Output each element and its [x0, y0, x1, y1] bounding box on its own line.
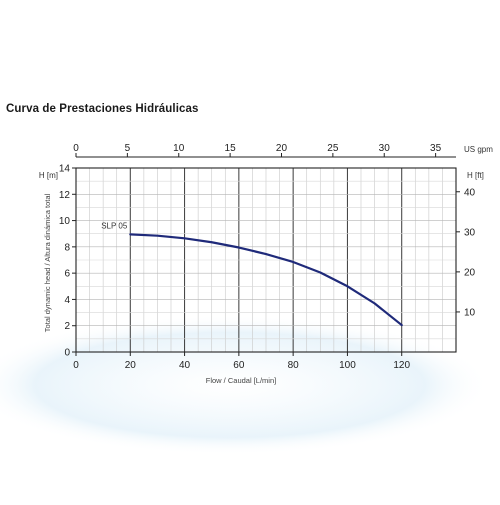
- series-label-slp-05: SLP 05: [101, 221, 128, 230]
- x2-tick-label: 30: [379, 143, 391, 154]
- x-axis-label: Flow / Caudal [L/min]: [206, 376, 276, 385]
- y-right-unit-label: H [ft]: [467, 171, 484, 180]
- y-tick-label: 12: [59, 190, 71, 201]
- x-tick-label: 100: [339, 360, 356, 371]
- x-tick-label: 80: [288, 360, 300, 371]
- series-line-slp-05: [129, 233, 403, 327]
- x2-tick-label: 20: [276, 143, 288, 154]
- x2-tick-label: 15: [225, 143, 237, 154]
- y-tick-label: 2: [64, 321, 70, 332]
- x2-tick-label: 0: [73, 143, 79, 154]
- background-swirl: [0, 315, 490, 455]
- x-tick-label: 60: [233, 360, 245, 371]
- page-title: Curva de Prestaciones Hidráulicas: [6, 103, 199, 115]
- plot-border: [75, 167, 457, 353]
- series-layer: SLP 05: [101, 221, 403, 327]
- x-tick-label: 0: [73, 360, 79, 371]
- x2-unit-label: US gpm: [464, 145, 493, 154]
- y-tick-label: 0: [64, 348, 70, 359]
- y-left-unit-label: H [m]: [39, 171, 58, 180]
- plot-frame: [75, 156, 457, 353]
- y-tick-label: 14: [59, 164, 71, 175]
- y2-tick-label: 40: [464, 187, 476, 198]
- y-tick-label: 6: [64, 269, 70, 280]
- x-tick-label: 20: [125, 360, 137, 371]
- y-tick-label: 8: [64, 242, 70, 253]
- x2-tick-label: 5: [125, 143, 131, 154]
- y-tick-label: 10: [59, 216, 71, 227]
- x2-tick-label: 25: [327, 143, 339, 154]
- y-axis-label: Total dynamic head / Altura dinámica tot…: [43, 193, 52, 332]
- background-swirl-shape: [0, 315, 490, 455]
- y2-tick-label: 10: [464, 307, 476, 318]
- y2-tick-label: 30: [464, 227, 476, 238]
- x-tick-label: 40: [179, 360, 191, 371]
- x-tick-label: 120: [393, 360, 410, 371]
- y2-tick-label: 20: [464, 267, 476, 278]
- x2-tick-label: 35: [430, 143, 442, 154]
- y-tick-label: 4: [64, 295, 70, 306]
- x2-tick-label: 10: [173, 143, 185, 154]
